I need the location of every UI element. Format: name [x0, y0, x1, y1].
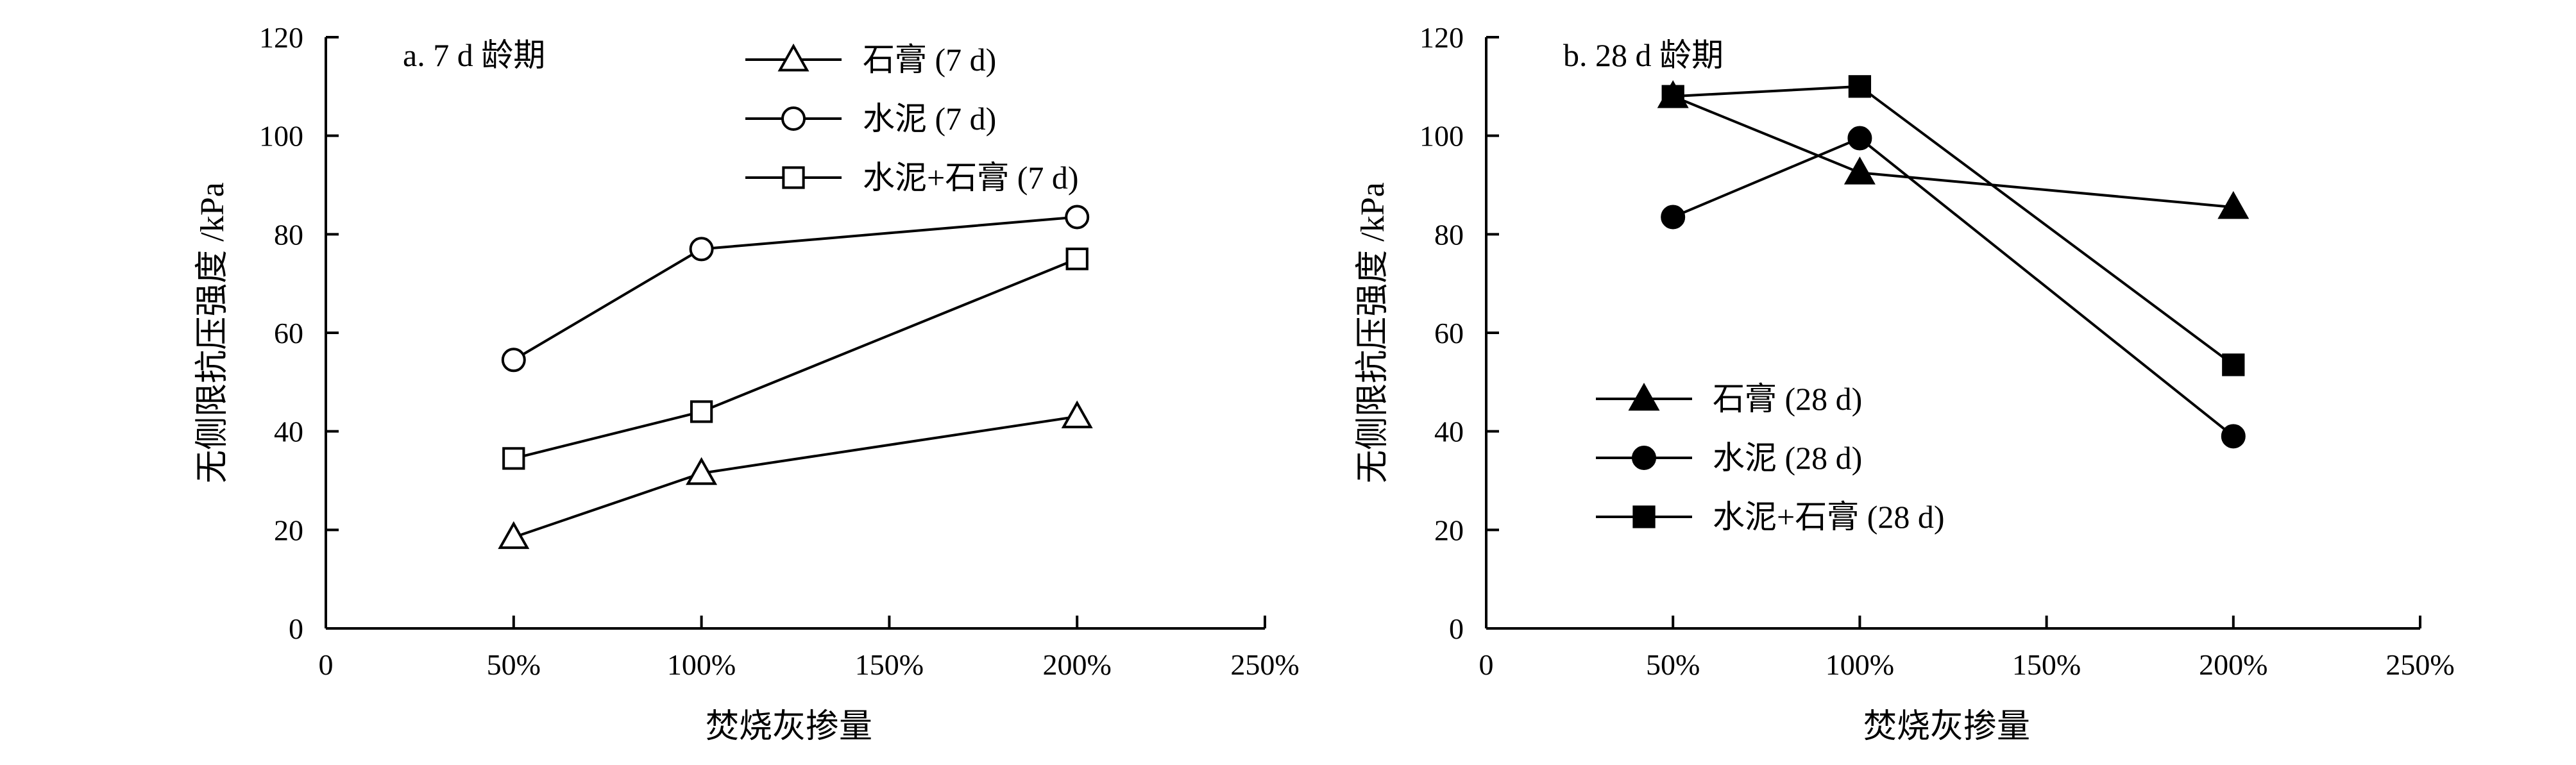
y-tick-label: 100 [259, 120, 303, 153]
legend-marker-triangle [777, 43, 809, 72]
data-point-circle [1065, 205, 1090, 230]
data-point-triangle [1843, 156, 1876, 185]
series-triangle [1657, 80, 2250, 219]
data-point-triangle [1061, 400, 1093, 428]
x-tick-label: 50% [487, 648, 541, 681]
x-tick-label: 0 [319, 648, 334, 681]
x-tick-label: 250% [2385, 648, 2454, 681]
panel-title: b. 28 d 龄期 [1563, 37, 1724, 73]
data-point-square [1661, 85, 1684, 108]
legend-item: 水泥 (28 d) [1596, 440, 1862, 476]
data-point-square [502, 447, 525, 470]
panel-title: a. 7 d 龄期 [403, 37, 545, 73]
x-axis-label: 焚烧灰掺量 [706, 709, 872, 745]
legend-marker-square [782, 166, 805, 189]
legend-label: 水泥 (28 d) [1713, 440, 1862, 476]
data-point-circle [2221, 424, 2246, 449]
series-triangle [498, 400, 1093, 550]
y-tick-label: 20 [274, 514, 303, 546]
y-axis-label: 无侧限抗压强度 /kPa [1355, 182, 1391, 483]
data-point-square [2222, 353, 2245, 376]
data-point-circle [1661, 205, 1686, 230]
series-square [502, 248, 1089, 470]
data-point-circle [1847, 126, 1872, 151]
series-circle [1661, 126, 2246, 449]
y-tick-label: 40 [1434, 416, 1464, 448]
legend-item: 水泥+石膏 (7 d) [745, 160, 1079, 196]
x-tick-label: 150% [2012, 648, 2081, 681]
legend-label: 水泥+石膏 (7 d) [863, 160, 1079, 196]
y-tick-label: 0 [289, 612, 303, 645]
x-tick-label: 100% [1826, 648, 1894, 681]
y-tick-label: 0 [1449, 612, 1464, 645]
legend-item: 水泥+石膏 (28 d) [1596, 499, 1945, 535]
y-tick-label: 40 [274, 416, 303, 448]
x-tick-label: 250% [1230, 648, 1299, 681]
series-square [1661, 75, 2245, 376]
y-tick-label: 20 [1434, 514, 1464, 546]
legend-label: 石膏 (28 d) [1713, 381, 1862, 417]
y-tick-label: 60 [1434, 317, 1464, 349]
data-point-triangle [498, 521, 530, 550]
series-line [1672, 95, 2233, 209]
data-point-square [690, 400, 713, 423]
legend-item: 石膏 (28 d) [1596, 381, 1862, 417]
x-axis-label: 焚烧灰掺量 [1863, 709, 2030, 745]
series-line [513, 215, 1078, 361]
data-point-square [1848, 75, 1872, 98]
x-tick-label: 100% [667, 648, 736, 681]
x-tick-label: 200% [2199, 648, 2267, 681]
y-tick-label: 100 [1419, 120, 1464, 153]
data-point-triangle [2217, 190, 2250, 219]
legend-item: 石膏 (7 d) [745, 42, 996, 78]
x-tick-label: 150% [855, 648, 924, 681]
legend-label: 石膏 (7 d) [863, 42, 996, 78]
y-axis-label: 无侧限抗压强度 /kPa [194, 182, 231, 483]
legend-marker-triangle [1628, 382, 1660, 411]
legend-item: 水泥 (7 d) [745, 101, 996, 137]
data-point-circle [501, 348, 526, 373]
legend-label: 水泥 (7 d) [863, 101, 996, 137]
data-point-triangle [686, 457, 718, 485]
x-tick-label: 0 [1479, 648, 1494, 681]
series-circle [501, 205, 1090, 373]
x-tick-label: 50% [1646, 648, 1700, 681]
data-point-square [1065, 248, 1089, 271]
legend-marker-square [1632, 505, 1656, 528]
y-tick-label: 120 [1419, 21, 1464, 54]
legend-marker-circle [1632, 446, 1656, 470]
x-tick-label: 200% [1043, 648, 1112, 681]
y-tick-label: 80 [274, 218, 303, 251]
chart-panel-a: 0 20 40 60 80 100 120 0 50% 100% 150% 200% 250% 焚烧灰掺量… [194, 21, 1300, 745]
data-point-circle [689, 237, 714, 262]
series-line [1673, 85, 2234, 366]
y-tick-label: 80 [1434, 218, 1464, 251]
chart-panel-b: 0 20 40 60 80 100 120 0 50% 100% 150% 200% 250% 焚烧灰掺量… [1355, 21, 2455, 745]
legend-label: 水泥+石膏 (28 d) [1713, 499, 1945, 535]
series-line [513, 415, 1078, 539]
y-tick-label: 60 [274, 317, 303, 349]
legend-marker-circle [781, 106, 806, 131]
y-tick-label: 120 [259, 21, 303, 54]
